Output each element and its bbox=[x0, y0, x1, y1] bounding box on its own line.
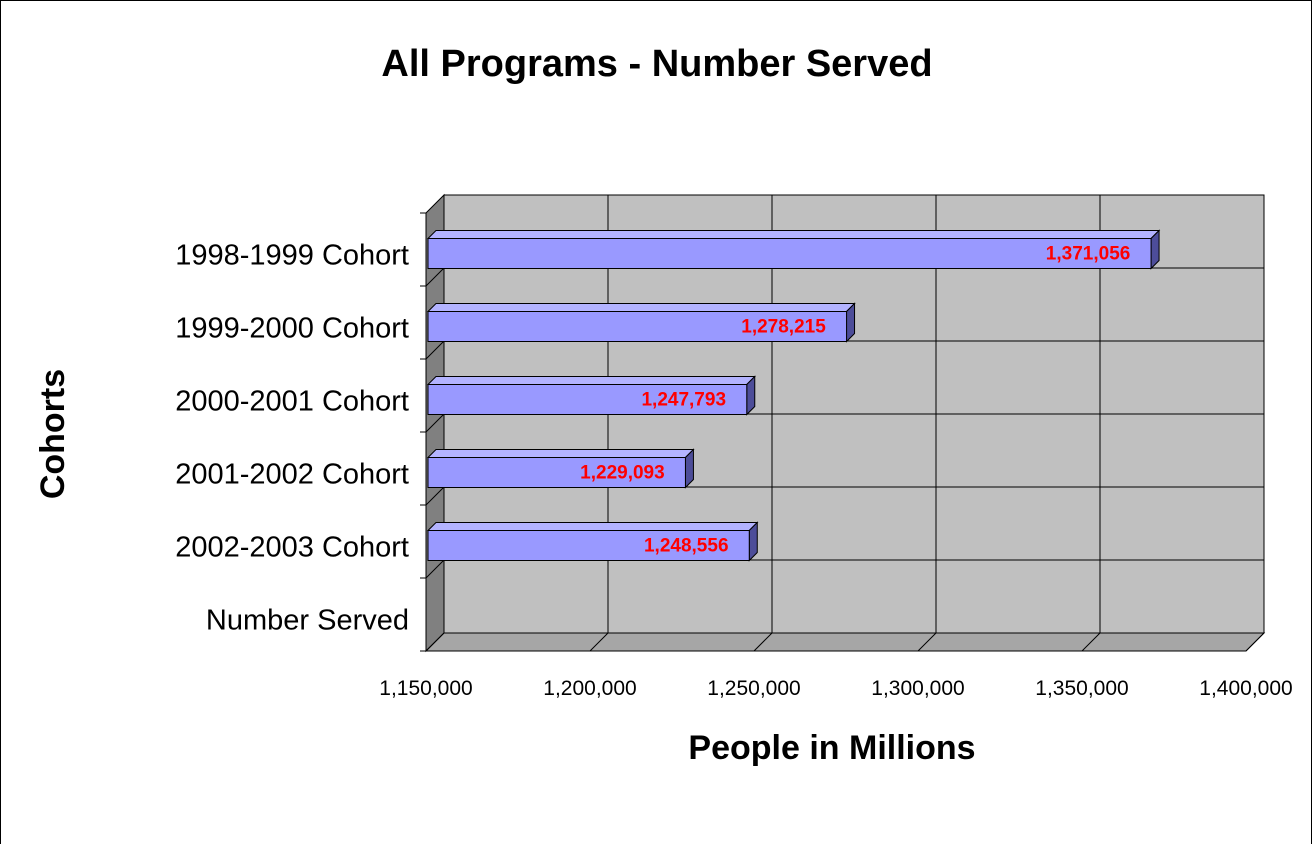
data-label: 1,371,056 bbox=[1046, 244, 1131, 265]
y-gridline-side bbox=[425, 559, 445, 579]
y-gridline-side bbox=[425, 413, 445, 433]
category-label: 2000-2001 Cohort bbox=[175, 386, 409, 418]
category-label: 2002-2003 Cohort bbox=[175, 532, 409, 564]
bar-top bbox=[426, 230, 1161, 239]
data-label: 1,229,093 bbox=[580, 463, 665, 484]
y-gridline-side bbox=[425, 486, 445, 506]
bar-top bbox=[426, 376, 756, 385]
x-gridline-floor bbox=[425, 632, 445, 652]
x-gridline-floor bbox=[917, 632, 937, 652]
data-label: 1,278,215 bbox=[741, 317, 826, 338]
y-gridline-side bbox=[425, 267, 445, 287]
x-gridline-floor bbox=[753, 632, 773, 652]
bar-top bbox=[426, 449, 695, 458]
x-tick-label: 1,250,000 bbox=[707, 677, 800, 700]
x-gridline-floor bbox=[1245, 632, 1265, 652]
bar bbox=[427, 384, 748, 415]
bar-top bbox=[426, 303, 856, 312]
category-label: 1999-2000 Cohort bbox=[175, 313, 409, 345]
plot-floor bbox=[424, 632, 1266, 652]
chart-title: All Programs - Number Served bbox=[381, 43, 933, 85]
x-tick-label: 1,150,000 bbox=[379, 677, 472, 700]
bar bbox=[427, 238, 1152, 269]
category-label: 2001-2002 Cohort bbox=[175, 459, 409, 491]
bar-top bbox=[426, 522, 759, 531]
x-tick-label: 1,400,000 bbox=[1199, 677, 1292, 700]
x-gridline-floor bbox=[1081, 632, 1101, 652]
x-axis-title: People in Millions bbox=[688, 729, 976, 767]
bar bbox=[427, 457, 686, 488]
x-tick-label: 1,350,000 bbox=[1035, 677, 1128, 700]
x-gridline-floor bbox=[589, 632, 609, 652]
y-gridline-side bbox=[425, 340, 445, 360]
category-label: Number Served bbox=[206, 605, 409, 637]
bar bbox=[427, 311, 848, 342]
category-label: 1998-1999 Cohort bbox=[175, 240, 409, 272]
x-tick-label: 1,300,000 bbox=[871, 677, 964, 700]
data-label: 1,248,556 bbox=[644, 536, 729, 557]
x-tick-label: 1,200,000 bbox=[543, 677, 636, 700]
bar bbox=[427, 530, 750, 561]
data-label: 1,247,793 bbox=[641, 390, 726, 411]
